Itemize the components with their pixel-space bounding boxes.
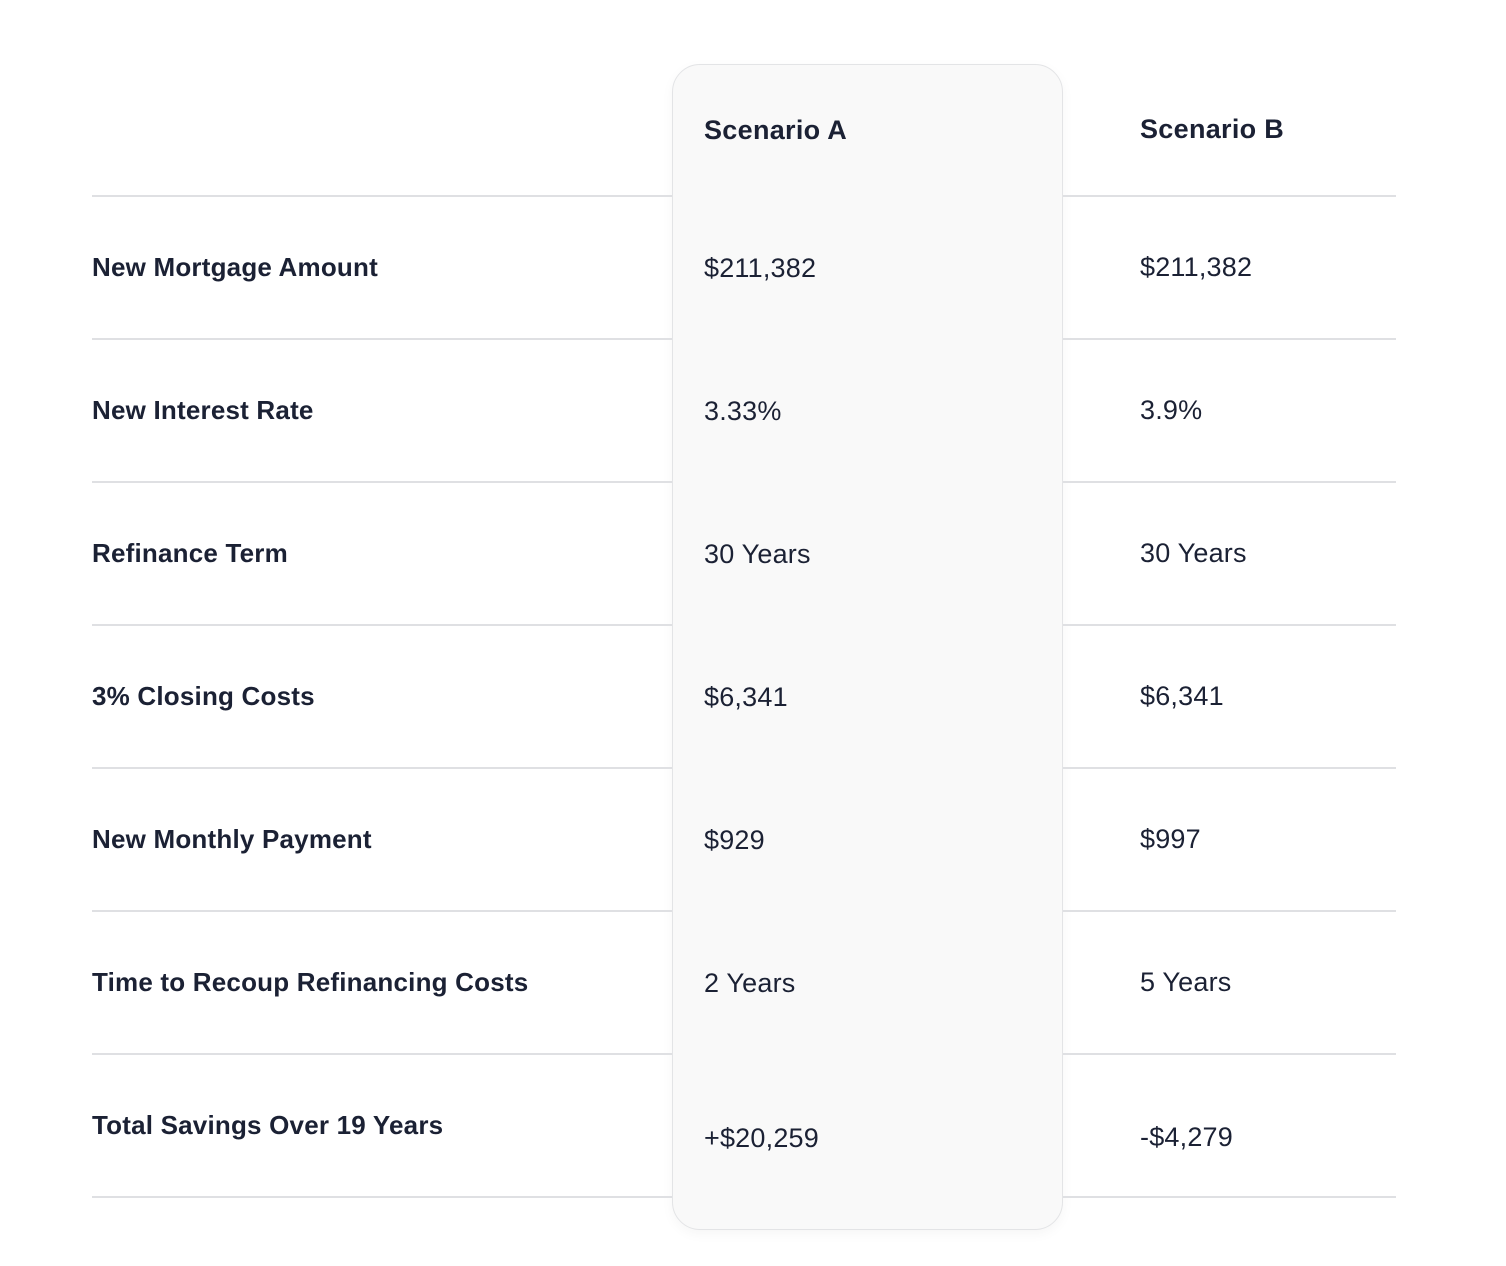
row-label-cell: 3% Closing Costs [92, 626, 672, 769]
table-row: New Monthly Payment $929 $997 [92, 769, 1396, 912]
row-label-cell: New Mortgage Amount [92, 197, 672, 340]
row-label: Refinance Term [92, 538, 288, 569]
scenario-a-value-cell: +$20,259 [672, 1055, 1063, 1198]
scenario-b-value: 3.9% [1140, 395, 1203, 425]
scenario-a-value: +$20,259 [704, 1123, 819, 1153]
scenario-a-value-cell: $211,382 [672, 197, 1063, 340]
scenario-b-value: 30 Years [1140, 538, 1247, 568]
scenario-b-value-cell: 30 Years [1063, 483, 1396, 626]
scenario-a-value: 3.33% [704, 396, 782, 426]
scenario-b-value-cell: 3.9% [1063, 340, 1396, 483]
scenario-b-value-cell: 5 Years [1063, 912, 1396, 1055]
row-label-cell: New Interest Rate [92, 340, 672, 483]
row-label: 3% Closing Costs [92, 681, 315, 712]
scenario-a-value: $929 [704, 825, 765, 855]
scenario-a-value: $6,341 [704, 682, 788, 712]
scenario-a-value-cell: $6,341 [672, 626, 1063, 769]
table-row: Total Savings Over 19 Years +$20,259 -$4… [92, 1055, 1396, 1198]
scenario-a-value-cell: 2 Years [672, 912, 1063, 1055]
row-label: Time to Recoup Refinancing Costs [92, 967, 529, 998]
scenario-b-value-cell: $211,382 [1063, 197, 1396, 340]
scenario-a-value: 30 Years [704, 539, 811, 569]
table-row: Refinance Term 30 Years 30 Years [92, 483, 1396, 626]
scenario-b-value-cell: -$4,279 [1063, 1055, 1396, 1198]
row-label-cell: Refinance Term [92, 483, 672, 626]
scenario-b-value: $6,341 [1140, 681, 1224, 711]
table-row: New Interest Rate 3.33% 3.9% [92, 340, 1396, 483]
table-row: Time to Recoup Refinancing Costs 2 Years… [92, 912, 1396, 1055]
table-row: New Mortgage Amount $211,382 $211,382 [92, 197, 1396, 340]
scenario-b-value: $211,382 [1140, 252, 1253, 282]
header-cell-scenario-a: Scenario A [672, 64, 1063, 197]
header-spacer [92, 64, 672, 197]
scenario-b-value: $997 [1140, 824, 1201, 854]
row-label-cell: Time to Recoup Refinancing Costs [92, 912, 672, 1055]
scenario-a-value-cell: 30 Years [672, 483, 1063, 626]
comparison-table: Scenario A Scenario B New Mortgage Amoun… [92, 64, 1396, 1198]
scenario-a-value: 2 Years [704, 968, 796, 998]
row-label-cell: Total Savings Over 19 Years [92, 1055, 672, 1198]
column-header-scenario-b: Scenario B [1140, 114, 1285, 144]
row-label: New Mortgage Amount [92, 252, 378, 283]
scenario-a-value-cell: 3.33% [672, 340, 1063, 483]
scenario-a-value: $211,382 [704, 253, 817, 283]
table-header-row: Scenario A Scenario B [92, 64, 1396, 197]
header-cell-scenario-b: Scenario B [1063, 64, 1396, 197]
scenario-b-value: 5 Years [1140, 967, 1232, 997]
row-label: New Monthly Payment [92, 824, 372, 855]
scenario-a-value-cell: $929 [672, 769, 1063, 912]
scenario-b-value: -$4,279 [1140, 1122, 1233, 1152]
row-label-cell: New Monthly Payment [92, 769, 672, 912]
table-row: 3% Closing Costs $6,341 $6,341 [92, 626, 1396, 769]
row-label: New Interest Rate [92, 395, 314, 426]
scenario-b-value-cell: $997 [1063, 769, 1396, 912]
column-header-scenario-a: Scenario A [704, 115, 848, 145]
scenario-b-value-cell: $6,341 [1063, 626, 1396, 769]
row-label: Total Savings Over 19 Years [92, 1110, 444, 1141]
scenario-a-highlight-card [672, 64, 1063, 1230]
